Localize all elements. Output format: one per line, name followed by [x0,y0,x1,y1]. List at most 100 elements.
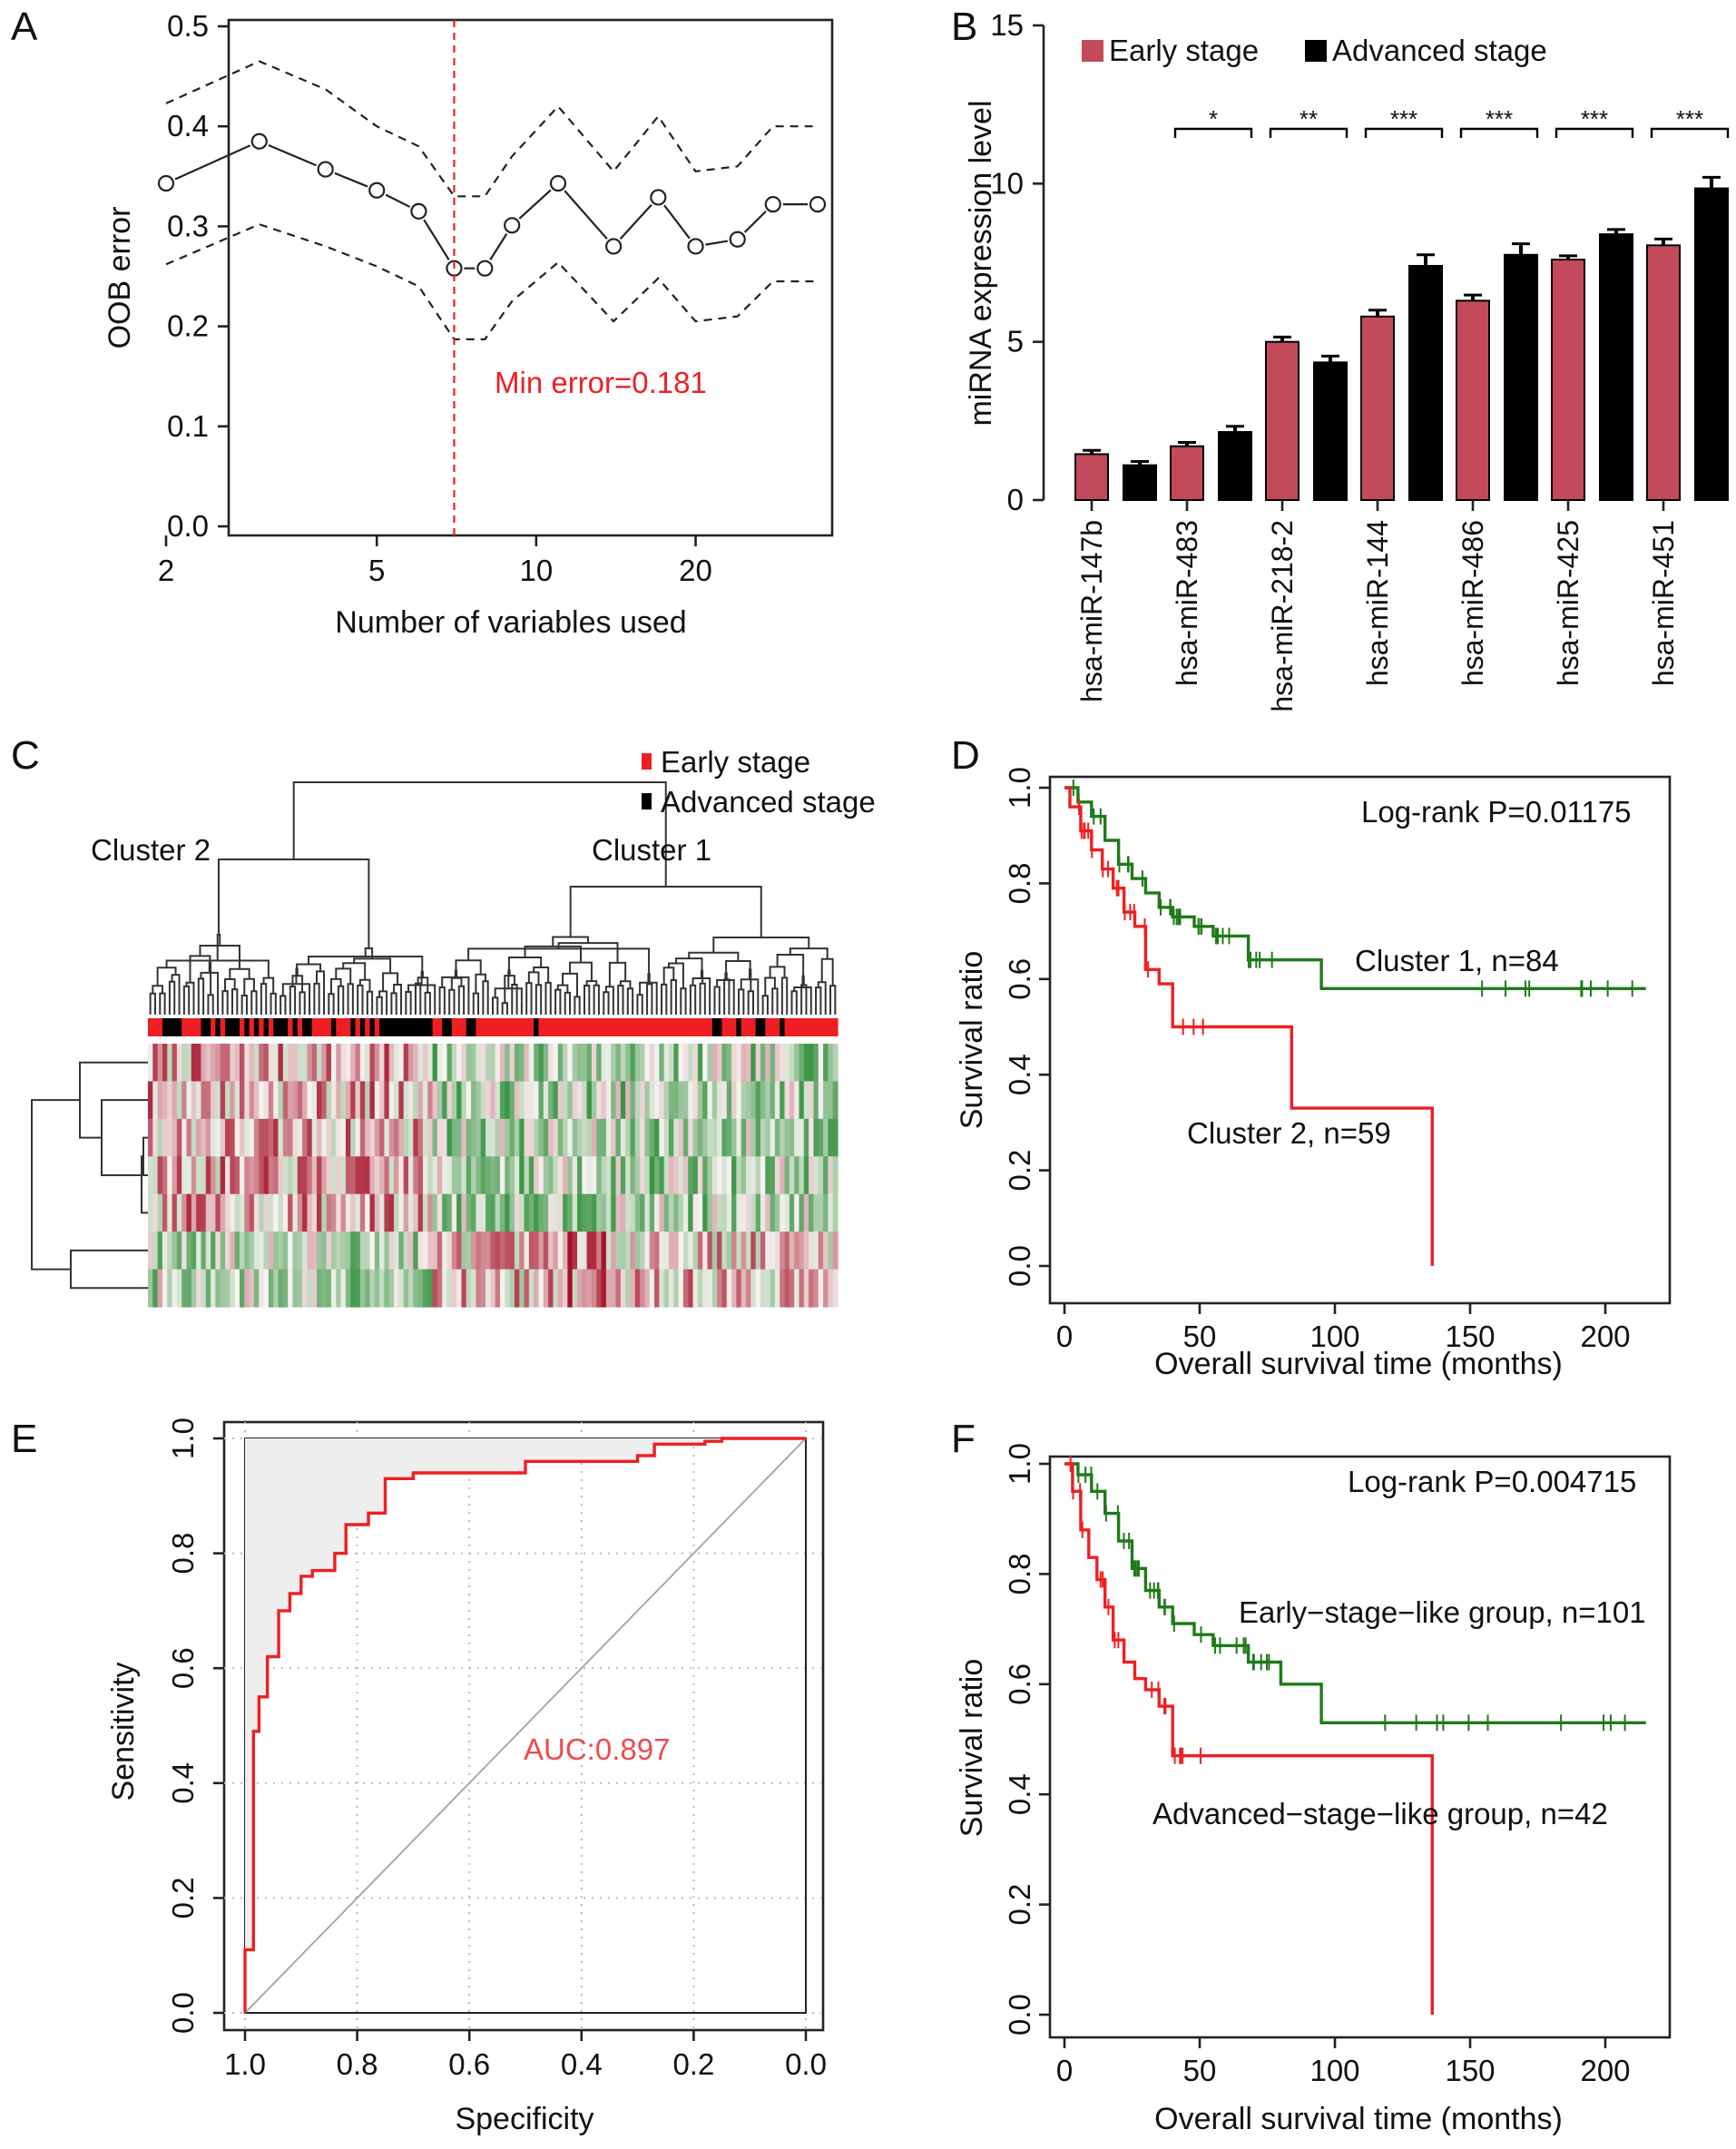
panel-c-stage-cell [731,1018,737,1036]
panel-c-heat-cell [205,1118,211,1157]
panel-c-heat-cell [239,1193,245,1232]
panel-c-stage-bar [148,1018,839,1036]
panel-c-stage-cell [167,1018,173,1036]
panel-c-heatmap: Cluster 2 Cluster 1 Early stage Advanced… [31,745,876,1308]
panel-c-heat-cell [505,1156,511,1195]
panel-c-heat-cell [707,1269,713,1308]
panel-c-stage-cell [278,1018,284,1036]
panel-c-heat-cell [167,1044,173,1083]
panel-c-heat-cell [422,1044,428,1083]
panel-c-heat-cell [369,1232,376,1271]
panel-c-heat-cell [553,1156,559,1195]
panel-c-heat-cell [721,1081,728,1120]
panel-c-heat-cell [162,1232,168,1271]
panel-c-heat-cell [407,1044,414,1083]
panel-c-heat-cell [630,1156,636,1195]
panel-c-heat-cell [162,1081,168,1120]
panel-c-heat-cell [196,1118,202,1157]
panel-c-heat-cell [225,1232,230,1271]
panel-c-heat-cell [586,1232,593,1271]
panel-c-heat-cell [774,1193,780,1232]
panel-c-heat-cell [640,1044,646,1083]
panel-c-stage-cell [770,1018,776,1036]
panel-c-heat-cell [577,1156,583,1195]
panel-a-point [764,196,781,213]
panel-c-heat-cell [596,1118,603,1157]
panel-c-heat-cell [432,1118,438,1157]
panel-c-heat-cell [534,1269,540,1308]
panel-c-stage-cell [682,1018,689,1036]
panel-b-y-tick-label: 10 [990,166,1024,200]
panel-c-heat-cell [711,1081,718,1120]
panel-c-stage-cell [253,1018,260,1036]
panel-c-heat-cell [398,1269,405,1308]
panel-c-heat-cell [490,1232,496,1271]
panel-c-heat-cell [534,1156,540,1195]
panel-c-heat-cell [436,1193,443,1232]
panel-c-heat-cell [615,1081,622,1120]
panel-d-cluster1-label: Cluster 1, n=84 [1355,944,1559,977]
panel-b-sig-stars: *** [1486,105,1513,132]
panel-c-heat-cell [572,1193,578,1232]
panel-c-heat-cell [809,1081,815,1120]
panel-c-link [424,991,431,1004]
panel-c-heat-cell [413,1232,419,1271]
panel-c-heat-cell [509,1232,515,1271]
panel-b-sig-bracket [1555,127,1634,138]
panel-c-stage-cell [534,1018,540,1036]
panel-c-heat-cell [572,1118,578,1157]
panel-c-heat-cell [186,1044,192,1083]
panel-c-heat-cell [644,1156,651,1195]
panel-b-y-title: miRNA expression level [964,100,998,426]
panel-c-stage-cell [548,1018,554,1036]
panel-c-link [608,961,627,987]
panel-c-heat-cell [490,1081,496,1120]
panel-c-heat-cell [644,1193,651,1232]
panel-b-y-tick-label: 5 [1007,325,1024,358]
panel-c-heat-cell [548,1044,554,1083]
panel-c-heat-cell [673,1118,680,1157]
panel-c-heat-cell [591,1232,597,1271]
panel-c-heat-cell [654,1081,660,1120]
panel-c-heat-cell [818,1081,824,1120]
panel-c-heat-cell [697,1118,703,1157]
panel-c-heat-cell [601,1118,607,1157]
panel-c-heat-cell [196,1193,202,1232]
panel-c-link [376,996,383,1008]
panel-c-heat-cell [577,1044,583,1083]
panel-c-heat-cell [828,1044,834,1083]
panel-c-stage-cell [302,1018,308,1036]
panel-c-heat-cell [755,1118,761,1157]
panel-c-stage-cell [336,1018,342,1036]
panel-c-heat-cell [278,1118,284,1157]
panel-c-heat-cell [663,1232,670,1271]
panel-c-heat-cell [157,1081,163,1120]
panel-c-heat-cell [288,1269,294,1308]
panel-c-heat-cell [302,1232,308,1271]
panel-c-heat-cell [365,1269,371,1308]
panel-c-heat-cell [369,1269,376,1308]
panel-c-heat-cell [249,1081,255,1120]
panel-c-stage-cell [649,1018,655,1036]
panel-c-heat-cell [330,1044,337,1083]
panel-c-stage-cell [611,1018,617,1036]
panel-c-row-link [142,1136,148,1176]
panel-c-heat-cell [451,1081,457,1120]
panel-c-stage-cell [726,1018,732,1036]
panel-c-heat-cell [374,1156,380,1195]
panel-c-heat-cell [736,1081,742,1120]
panel-c-link [171,974,181,997]
panel-c-heat-cell [302,1193,308,1232]
panel-a-line-segment [268,144,317,167]
panel-c-heat-cell [548,1118,554,1157]
panel-c-link [382,972,399,992]
panel-c-heat-cell [586,1081,593,1120]
panel-c-heat-cell [789,1232,795,1271]
panel-c-heat-cell [388,1193,395,1232]
panel-c-heat-cell [330,1193,337,1232]
panel-c-heat-cell [350,1118,357,1157]
panel-c-heat-cell [794,1118,800,1157]
panel-c-heat-cell [407,1081,414,1120]
panel-c-heat-cell [731,1232,737,1271]
panel-c-link [507,957,543,971]
